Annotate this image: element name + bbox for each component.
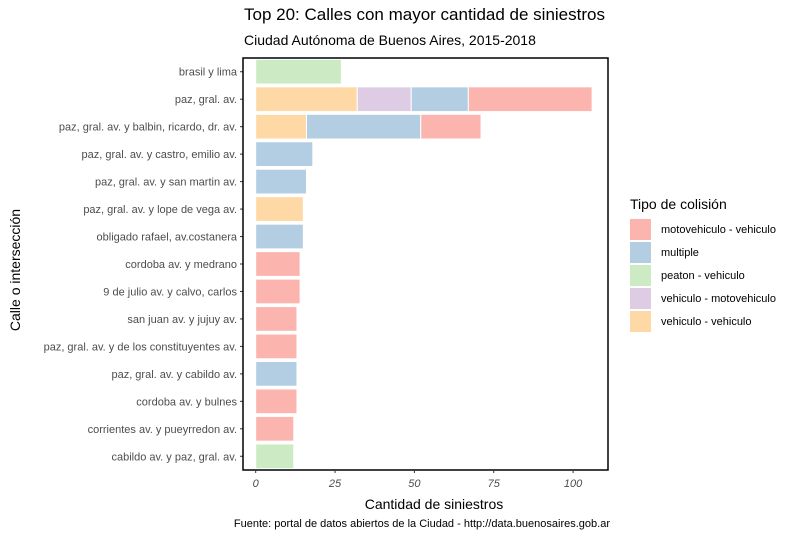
legend-key [630,288,651,309]
bar-segment [255,388,298,415]
y-tick-label: cordoba av. y bulnes [136,396,237,408]
legend-label: motovehiculo - vehiculo [661,223,776,236]
x-tick-label: 0 [253,478,260,490]
bar-segment [420,113,482,140]
legend-item: peaton - vehiculo [630,264,745,287]
y-tick-label: paz, gral. av. y de los constituyentes a… [44,341,237,353]
bar-segment [255,86,358,113]
y-tick-label: cabildo av. y paz, gral. av. [111,451,237,463]
legend-item: vehiculo - vehiculo [630,310,752,333]
bar-segment [255,415,295,442]
x-tick-label: 50 [408,478,421,490]
x-tick-label: 25 [328,478,342,490]
bar-segment [255,251,301,277]
bar-segment [255,141,314,167]
y-tick-label: cordoba av. y medrano [125,259,237,271]
legend-key [630,265,651,286]
y-tick-label: paz, gral. av. y san martin av. [95,177,237,189]
bar-segment [255,168,307,195]
bar-segment [255,113,307,140]
y-tick-label: paz, gral. av. y balbin, ricardo, dr. av… [59,122,237,134]
bar-segment [410,86,469,113]
legend-title: Tipo de colisión [630,196,727,212]
legend-item: motovehiculo - vehiculo [630,218,776,241]
y-tick-label: obligado rafael, av.costanera [97,232,238,244]
bar-segment [305,113,422,140]
chart-title: Top 20: Calles con mayor cantidad de sin… [244,5,605,24]
x-tick-label: 75 [488,478,501,490]
bar-segment [255,58,342,85]
legend-key [630,242,651,263]
y-tick-label: paz, gral. av. [175,94,237,106]
legend-label: vehiculo - vehiculo [661,315,752,328]
legend-item: vehiculo - motovehiculo [630,287,776,310]
bar-segment [255,196,304,222]
y-tick-label: 9 de julio av. y calvo, carlos [103,286,237,298]
bar-segment [255,443,295,470]
y-tick-label: brasil y lima [179,67,238,79]
bar-segment [255,278,301,305]
legend-key [630,311,651,332]
bar-segment [255,223,304,250]
legend-label: peaton - vehiculo [661,269,745,282]
y-tick-label: paz, gral. av. y cabildo av. [111,369,237,381]
chart-subtitle: Ciudad Autónoma de Buenos Aires, 2015-20… [244,32,536,48]
bar-segment [255,333,298,360]
legend-item: multiple [630,241,699,264]
y-tick-label: san juan av. y jujuy av. [127,314,237,326]
bar-segment [356,86,412,113]
legend-key [630,219,651,240]
y-tick-label: corrientes av. y pueyrredon av. [88,424,237,436]
y-tick-label: paz, gral. av. y lope de vega av. [83,204,237,216]
x-tick-label: 100 [564,478,583,490]
bar-segment [467,86,593,113]
x-axis-label: Cantidad de siniestros [364,496,504,512]
bar-segment [255,306,298,332]
legend-label: multiple [661,246,699,259]
chart-caption: Fuente: portal de datos abiertos de la C… [233,518,610,530]
panel-border [242,57,609,471]
bar-segment [255,361,298,387]
legend-label: vehiculo - motovehiculo [661,292,776,305]
y-tick-label: paz, gral. av. y castro, emilio av. [82,149,237,161]
